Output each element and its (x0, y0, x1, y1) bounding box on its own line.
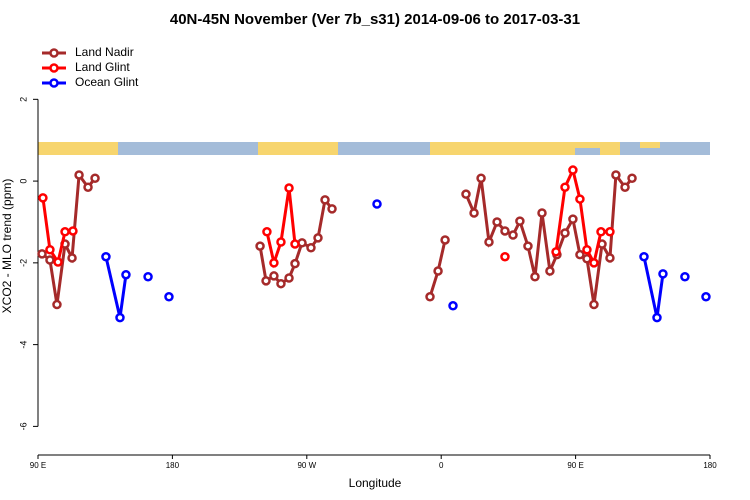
x-tick-label: 90 E (567, 461, 583, 470)
data-point (261, 276, 271, 286)
data-point (680, 272, 690, 282)
data-point (68, 226, 78, 236)
data-point (290, 258, 300, 269)
data-point (508, 230, 518, 240)
x-tick-label: 90 E (30, 461, 46, 470)
data-point (448, 301, 458, 311)
data-point (269, 271, 279, 281)
series-line (104, 256, 128, 318)
data-point (515, 216, 525, 226)
data-point (83, 182, 93, 192)
chart-title: 40N-45N November (Ver 7b_s31) 2014-09-06… (170, 11, 580, 28)
data-point (476, 173, 486, 183)
legend-label: Ocean Glint (75, 75, 139, 89)
data-point (425, 292, 435, 302)
data-point (38, 193, 48, 203)
y-tick-label: 0 (18, 179, 28, 184)
data-point (67, 253, 77, 263)
data-point (575, 194, 585, 204)
data-point (560, 182, 570, 192)
x-tick-label: 180 (166, 461, 180, 470)
data-point (469, 208, 479, 218)
data-point (701, 292, 711, 302)
data-point (121, 269, 131, 280)
legend-label: Land Nadir (75, 45, 134, 59)
y-tick-label: 2 (18, 97, 28, 102)
legend-label: Land Glint (75, 60, 130, 74)
data-point (461, 189, 471, 199)
x-tick-label: 0 (439, 461, 444, 470)
data-point (433, 266, 443, 276)
y-tick-label: -2 (18, 259, 28, 267)
data-point (45, 255, 55, 265)
series-line (642, 256, 665, 318)
data-point (652, 312, 662, 323)
data-point (560, 228, 570, 238)
data-point (530, 272, 540, 282)
data-point (620, 182, 630, 192)
data-point (269, 258, 279, 268)
data-point (568, 165, 578, 175)
data-point (589, 258, 599, 268)
data-point (290, 239, 300, 249)
data-point (605, 227, 615, 237)
surface-band (38, 142, 710, 155)
legend-marker (49, 63, 59, 73)
data-point (440, 235, 450, 245)
data-point (605, 253, 615, 263)
y-tick-label: -4 (18, 341, 28, 349)
data-point (164, 292, 174, 302)
data-point (53, 257, 63, 267)
data-point (320, 195, 330, 205)
data-point (60, 227, 70, 237)
data-point (596, 227, 606, 237)
data-point (90, 173, 100, 183)
data-point (582, 245, 592, 255)
data-point (500, 226, 510, 236)
data-point (276, 278, 286, 289)
data-point (589, 299, 599, 310)
data-point (74, 170, 84, 180)
data-point (627, 173, 637, 183)
series-line (265, 187, 297, 269)
data-point (575, 249, 585, 260)
data-point (52, 299, 62, 310)
data-point (658, 269, 668, 279)
data-point (500, 251, 510, 262)
data-point (37, 249, 47, 259)
x-tick-label: 180 (703, 461, 717, 470)
data-point (327, 204, 337, 214)
data-point (545, 266, 555, 276)
data-point (45, 245, 55, 255)
data-point (313, 233, 323, 243)
data-point (284, 273, 294, 283)
data-point (568, 214, 578, 224)
x-tick-label: 90 W (297, 461, 316, 470)
data-point (276, 237, 286, 247)
legend-marker (49, 48, 59, 58)
data-point (262, 227, 272, 237)
data-point (284, 183, 294, 193)
data-point (492, 217, 502, 227)
y-tick-label: -6 (18, 422, 28, 430)
data-point (306, 242, 316, 253)
data-point (115, 312, 125, 323)
data-point (639, 251, 649, 262)
legend-marker (49, 78, 59, 88)
data-point (611, 170, 621, 180)
data-point (551, 247, 561, 257)
data-point (484, 237, 494, 247)
y-axis-label: XCO2 - MLO trend (ppm) (0, 179, 14, 314)
data-point (537, 208, 547, 218)
data-point (255, 241, 265, 251)
data-point (523, 241, 533, 251)
data-point (143, 272, 153, 282)
x-axis-label: Longitude (349, 476, 402, 490)
data-point (101, 251, 111, 262)
data-point (372, 199, 382, 209)
